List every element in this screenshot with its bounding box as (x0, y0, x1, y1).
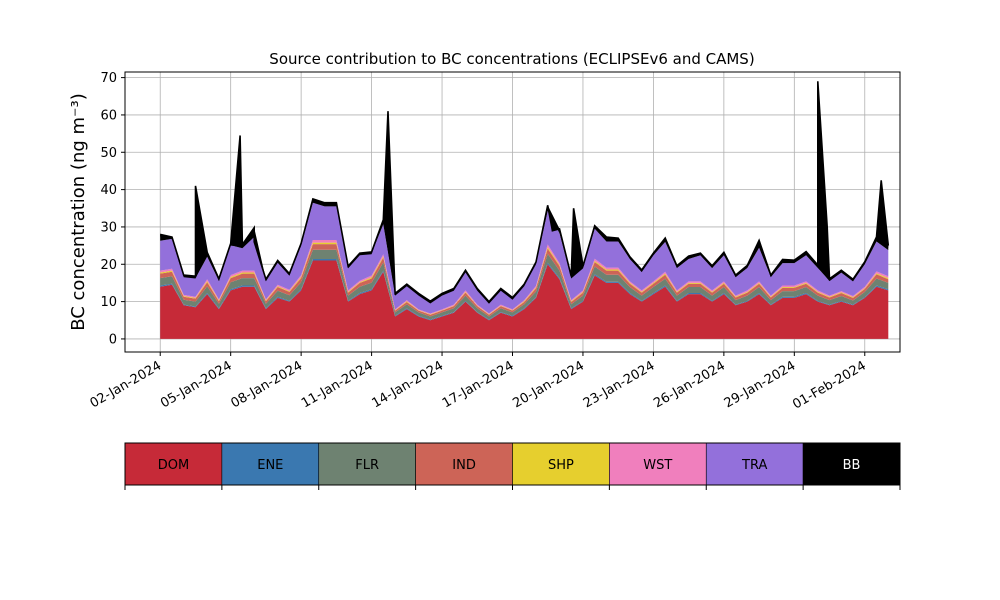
chart-title: Source contribution to BC concentrations… (269, 50, 754, 68)
legend-label-wst: WST (643, 458, 672, 473)
legend-swatch-shp (512, 442, 610, 486)
y-tick-label: 30 (100, 220, 117, 235)
x-tick-label: 17-Jan-2024 (440, 358, 517, 411)
area-tra (160, 202, 889, 314)
x-tick-label: 05-Jan-2024 (158, 358, 235, 411)
legend-label-flr: FLR (355, 458, 379, 473)
y-tick-label: 20 (100, 258, 117, 273)
legend-swatch-dom (124, 442, 223, 486)
legend-label-tra: TRA (741, 458, 767, 473)
x-tick-label: 29-Jan-2024 (722, 358, 799, 411)
legend-swatch-bb (802, 442, 901, 486)
legend-swatch-wst (609, 442, 707, 486)
legend-label-ene: ENE (257, 458, 283, 473)
stacked-areas (160, 81, 890, 339)
legend-label-bb: BB (843, 458, 861, 473)
legend-colorbar: DOM ENE FLR IND SHP WST TRA BB (124, 442, 901, 490)
total-line (160, 81, 890, 303)
y-axis-label: BC concentration (ng m⁻³) (68, 93, 89, 331)
area-dom (160, 260, 889, 339)
x-tick-label: 08-Jan-2024 (229, 358, 306, 411)
x-tick-label: 23-Jan-2024 (581, 358, 658, 411)
axes: 0 10 20 30 40 50 60 70 02-Jan-202405-Jan-202408-… (88, 71, 901, 412)
x-tick-label: 20-Jan-2024 (510, 358, 587, 411)
legend-swatch-ind (415, 442, 513, 486)
x-tick-label: 26-Jan-2024 (651, 358, 728, 411)
y-tick-label: 70 (100, 71, 117, 86)
y-tick-label: 50 (100, 146, 117, 161)
legend-label-ind: IND (452, 458, 476, 473)
area-flr (160, 249, 889, 320)
y-tick-label: 60 (100, 108, 117, 123)
y-tick-label: 0 (109, 332, 117, 347)
legend-swatch-flr (318, 442, 416, 486)
x-tick-label: 11-Jan-2024 (299, 358, 376, 411)
legend-label-shp: SHP (548, 458, 574, 473)
area-ind (160, 244, 889, 317)
x-tick-label: 02-Jan-2024 (88, 358, 165, 411)
y-tick-label: 40 (100, 183, 117, 198)
x-tick-label: 14-Jan-2024 (369, 358, 446, 411)
legend-swatch-tra (705, 442, 804, 486)
x-tick-label: 01-Feb-2024 (790, 358, 869, 412)
legend-label-dom: DOM (158, 458, 189, 473)
y-tick-label: 10 (100, 295, 117, 310)
